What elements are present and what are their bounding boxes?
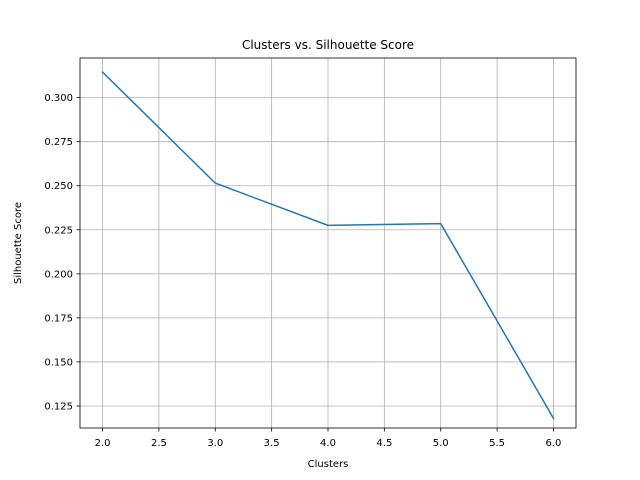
x-tick-label: 5.5 <box>489 438 505 449</box>
y-axis-label: Silhouette Score <box>13 202 24 284</box>
x-tick-label: 4.5 <box>376 438 392 449</box>
y-tick-label: 0.175 <box>44 313 73 324</box>
x-tick-label: 3.0 <box>207 438 223 449</box>
y-tick-label: 0.300 <box>44 93 73 104</box>
x-axis: 2.0 2.5 3.0 3.5 4.0 4.5 5.0 5.5 6.0 <box>95 428 562 449</box>
y-axis: 0.125 0.150 0.175 0.200 0.225 0.250 0.275 0.300 <box>44 93 80 412</box>
x-tick-label: 5.0 <box>433 438 449 449</box>
x-tick-label: 2.0 <box>95 438 111 449</box>
y-tick-label: 0.225 <box>44 225 73 236</box>
grid <box>80 58 576 428</box>
y-tick-label: 0.250 <box>44 181 73 192</box>
x-tick-label: 6.0 <box>546 438 562 449</box>
x-tick-label: 3.5 <box>264 438 280 449</box>
y-tick-label: 0.125 <box>44 401 73 412</box>
x-tick-label: 2.5 <box>151 438 167 449</box>
y-tick-label: 0.275 <box>44 137 73 148</box>
y-tick-label: 0.200 <box>44 269 73 280</box>
series-layer <box>101 71 555 420</box>
x-tick-label: 4.0 <box>320 438 336 449</box>
chart-title: Clusters vs. Silhouette Score <box>242 38 414 52</box>
y-tick-label: 0.150 <box>44 357 73 368</box>
x-axis-label: Clusters <box>308 459 349 470</box>
